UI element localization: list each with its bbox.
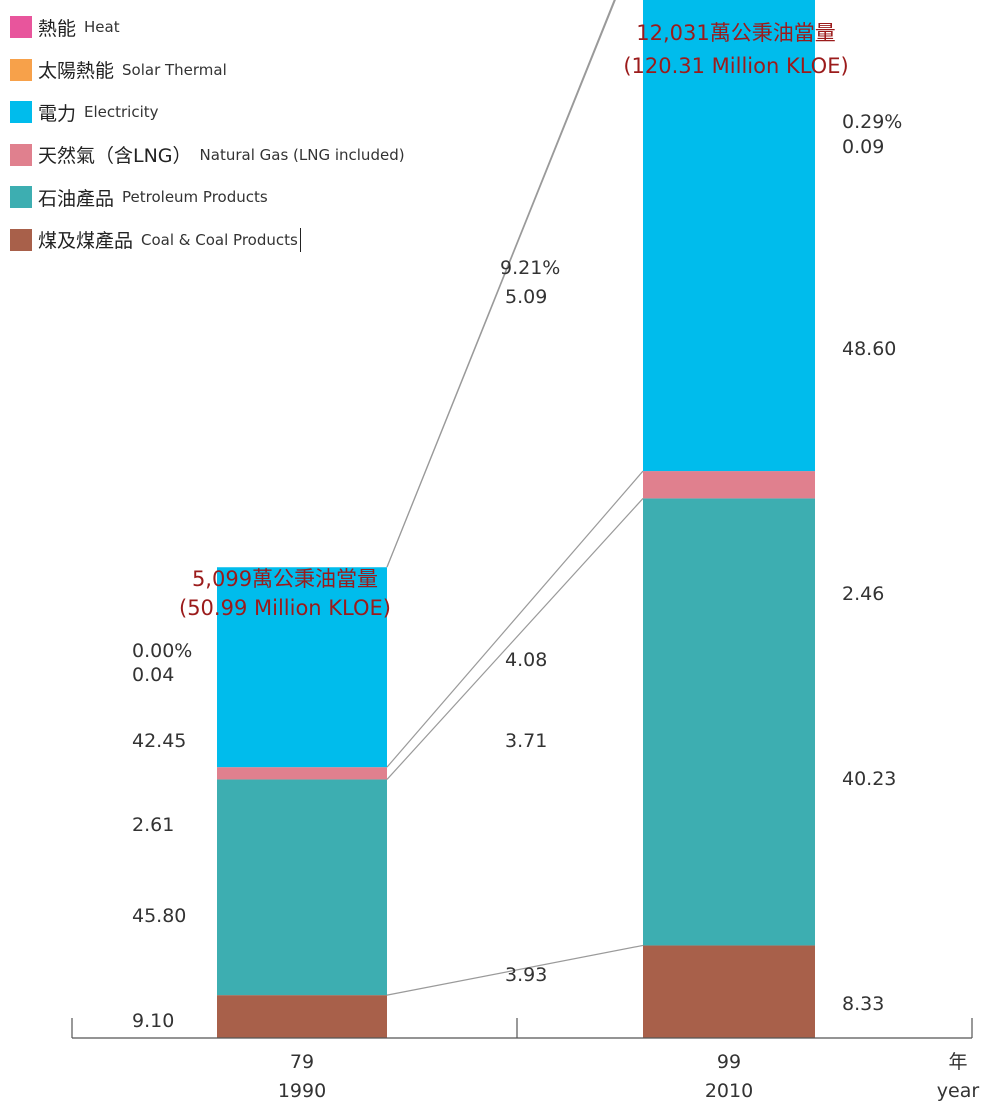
legend-label-en: Coal & Coal Products [141, 230, 298, 249]
x-tick-label: 99 [717, 1051, 741, 1073]
chart-legend: 熱能 Heat 太陽熱能 Solar Thermal 電力 Electricit… [10, 6, 405, 261]
axis-unit-label: year [937, 1080, 980, 1102]
legend-label-zh: 天然氣（含LNG） [38, 145, 192, 168]
legend-item-coal: 煤及煤產品 Coal & Coal Products [10, 219, 405, 262]
value-label: 40.23 [842, 768, 896, 790]
bar-segment-electricity [643, 0, 815, 472]
legend-label-zh: 電力 [38, 102, 77, 125]
connector-line [386, 0, 615, 568]
value-label: 2.46 [842, 583, 884, 605]
total-label: (120.31 Million KLOE) [623, 54, 848, 78]
legend-item-petroleum: 石油產品 Petroleum Products [10, 176, 405, 219]
value-label: 48.60 [842, 338, 896, 360]
connector-line [386, 498, 644, 780]
growth-rate-label: 9.21% [500, 257, 560, 279]
total-label: (50.99 Million KLOE) [179, 596, 391, 620]
growth-rate-label: 3.93 [505, 964, 547, 986]
legend-label-en: Electricity [84, 103, 159, 122]
legend-label-zh: 石油產品 [38, 187, 115, 210]
legend-swatch-petroleum [10, 186, 32, 209]
legend-item-electricity: 電力 Electricity [10, 91, 405, 134]
legend-item-heat: 熱能 Heat [10, 6, 405, 49]
bar-segment-natural_gas [217, 767, 387, 780]
bar-segment-coal [217, 995, 387, 1038]
legend-item-natural-gas: 天然氣（含LNG） Natural Gas (LNG included) [10, 134, 405, 177]
growth-rate-label: 3.71 [505, 730, 547, 752]
connector-line [386, 944, 644, 996]
value-label: 45.80 [132, 905, 186, 927]
bar-segment-natural_gas [643, 471, 815, 499]
x-tick-label: 1990 [278, 1080, 326, 1102]
bar-segment-coal [643, 945, 815, 1038]
bar-segment-petroleum [217, 779, 387, 996]
legend-item-solar-thermal: 太陽熱能 Solar Thermal [10, 49, 405, 92]
value-label: 9.10 [132, 1010, 174, 1032]
axis-unit-label: 年 [948, 1051, 967, 1073]
legend-label-en: Heat [84, 18, 120, 37]
legend-label-zh: 太陽熱能 [38, 60, 115, 83]
growth-rate-label: 5.09 [505, 286, 547, 308]
connector-line [386, 470, 644, 768]
legend-swatch-natural-gas [10, 143, 32, 166]
growth-rate-label: 4.08 [505, 649, 547, 671]
legend-swatch-heat [10, 16, 32, 39]
connector-line [386, 0, 616, 568]
legend-label-zh: 煤及煤產品 [38, 230, 134, 253]
legend-label-en: Natural Gas (LNG included) [199, 145, 405, 164]
value-label: 8.33 [842, 993, 884, 1015]
legend-swatch-solar-thermal [10, 58, 32, 81]
value-label: 0.00% [132, 640, 192, 662]
text-cursor [299, 227, 301, 252]
legend-label-en: Solar Thermal [122, 60, 227, 79]
value-label: 0.09 [842, 136, 884, 158]
value-label: 0.29% [842, 111, 902, 133]
x-tick-label: 79 [290, 1051, 314, 1073]
value-label: 0.04 [132, 664, 174, 686]
legend-swatch-electricity [10, 101, 32, 124]
legend-label-zh: 熱能 [38, 17, 77, 40]
x-tick-label: 2010 [705, 1080, 753, 1102]
bar-segment-electricity [217, 567, 387, 768]
total-label: 12,031萬公秉油當量 [636, 21, 835, 45]
legend-swatch-coal [10, 228, 32, 251]
bar-segment-petroleum [643, 498, 815, 946]
value-label: 42.45 [132, 730, 186, 752]
total-label: 5,099萬公秉油當量 [192, 567, 378, 591]
legend-label-en: Petroleum Products [122, 188, 268, 207]
value-label: 2.61 [132, 814, 174, 836]
